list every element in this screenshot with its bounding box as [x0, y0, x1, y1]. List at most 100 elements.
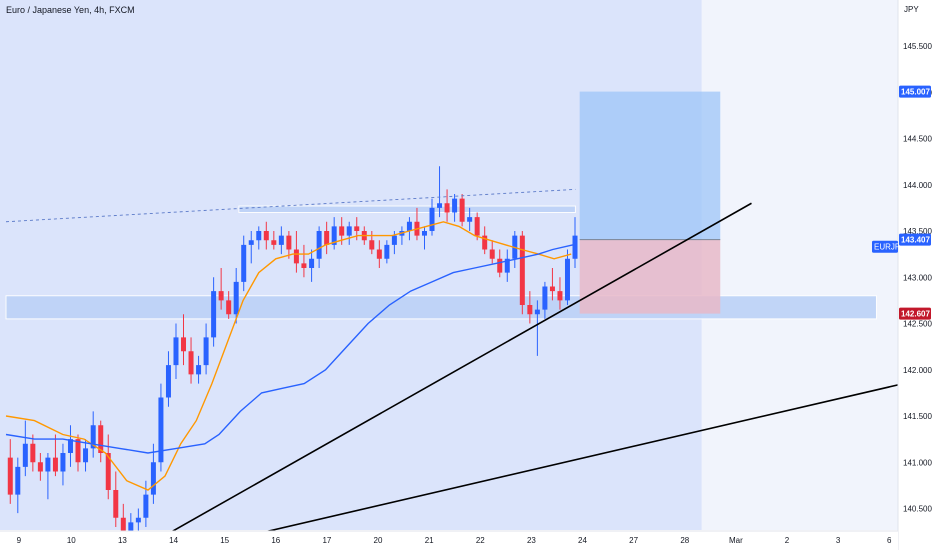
candle-up	[45, 457, 51, 472]
candle-down	[519, 235, 525, 305]
candle-down	[339, 226, 345, 236]
candle-up	[534, 309, 540, 315]
candle-up	[452, 198, 458, 213]
candle-down	[120, 517, 126, 537]
price-tick-label: 144.500	[903, 135, 932, 144]
target-price-badge: 145.007	[899, 85, 931, 98]
candle-down	[459, 198, 465, 222]
trendline-1	[130, 202, 752, 555]
time-tick-label: 9	[17, 536, 22, 545]
candle-down	[369, 240, 375, 250]
candle-up	[346, 226, 352, 236]
time-tick-label: 14	[169, 536, 178, 545]
candle-up	[309, 258, 315, 268]
candle-up	[384, 244, 390, 259]
candle-up	[429, 207, 435, 231]
badge-text: EURJPY	[874, 243, 906, 252]
time-tick-label: 13	[118, 536, 127, 545]
candle-down	[98, 425, 104, 453]
candle-up	[211, 291, 217, 338]
candle-up	[90, 425, 96, 449]
time-axis: 910131415161720212223242728Mar2367	[0, 530, 898, 550]
price-tick-label: 142.500	[903, 320, 932, 329]
price-tick-label: 143.500	[903, 227, 932, 236]
badge-text: 142.607	[901, 310, 930, 319]
time-tick-label: 28	[680, 536, 689, 545]
resistance-zone	[238, 205, 576, 213]
candle-up	[196, 365, 202, 375]
candle-down	[218, 291, 224, 301]
candle-down	[354, 226, 360, 231]
candle-down	[482, 235, 488, 250]
chart-title: Euro / Japanese Yen, 4h, FXCM	[6, 5, 135, 15]
candle-up	[316, 231, 322, 259]
candle-up	[572, 235, 578, 259]
candle-up	[331, 226, 337, 245]
candle-down	[113, 490, 119, 518]
time-tick-label: 24	[578, 536, 587, 545]
candle-down	[7, 457, 13, 495]
candle-down	[497, 258, 503, 273]
candles-group	[7, 166, 578, 551]
time-tick-label: 23	[527, 536, 536, 545]
candle-down	[105, 453, 111, 490]
symbol-badge: EURJPY	[872, 240, 906, 253]
time-tick-label: 21	[425, 536, 434, 545]
candle-up	[233, 281, 239, 315]
time-tick-label: 6	[887, 536, 892, 545]
time-axis-background	[0, 531, 898, 550]
trendline-2	[166, 382, 904, 555]
candle-up	[241, 244, 247, 282]
candle-down	[52, 457, 58, 472]
candle-up	[542, 286, 548, 310]
candle-down	[549, 286, 555, 292]
current-price-badge: 143.407	[899, 233, 931, 246]
candle-up	[256, 231, 262, 241]
ema-slow-line	[5, 244, 573, 454]
candle-down	[527, 305, 533, 315]
badge-background	[872, 240, 898, 253]
candle-down	[30, 443, 36, 463]
time-tick-label: Mar	[729, 536, 743, 545]
candle-up	[135, 517, 141, 523]
candle-down	[263, 231, 269, 241]
badge-text: 145.007	[901, 88, 930, 97]
candle-down	[293, 249, 299, 264]
price-tick-label: 144.000	[903, 181, 932, 190]
candle-up	[15, 466, 21, 495]
time-tick-label: 27	[629, 536, 638, 545]
candle-up	[22, 443, 28, 467]
candle-down	[444, 203, 450, 213]
time-tick-label: 17	[322, 536, 331, 545]
ema-fast-line	[5, 221, 572, 491]
stop-price-badge: 142.607	[899, 307, 931, 320]
time-tick-label: 10	[67, 536, 76, 545]
candle-down	[271, 240, 277, 245]
candle-up	[467, 217, 473, 222]
candle-up	[421, 231, 427, 236]
candle-up	[143, 494, 149, 518]
candle-up	[67, 439, 73, 453]
candle-up	[248, 240, 254, 245]
candle-up	[128, 522, 134, 537]
candle-down	[188, 351, 194, 375]
stop-area	[579, 239, 721, 314]
price-tick-label: 141.500	[903, 412, 932, 421]
badge-background	[899, 233, 931, 246]
candle-up	[391, 235, 397, 245]
time-tick-label: 16	[271, 536, 280, 545]
candle-down	[181, 337, 187, 352]
candle-down	[286, 235, 292, 250]
candle-down	[557, 291, 563, 301]
target-area	[579, 91, 721, 240]
candle-down	[75, 439, 81, 463]
candle-up	[203, 337, 209, 366]
candle-up	[83, 448, 89, 463]
time-tick-label: 3	[836, 536, 841, 545]
candle-down	[376, 249, 382, 259]
badge-background	[899, 85, 931, 98]
candle-down	[324, 231, 330, 245]
trendline-3	[5, 188, 576, 223]
